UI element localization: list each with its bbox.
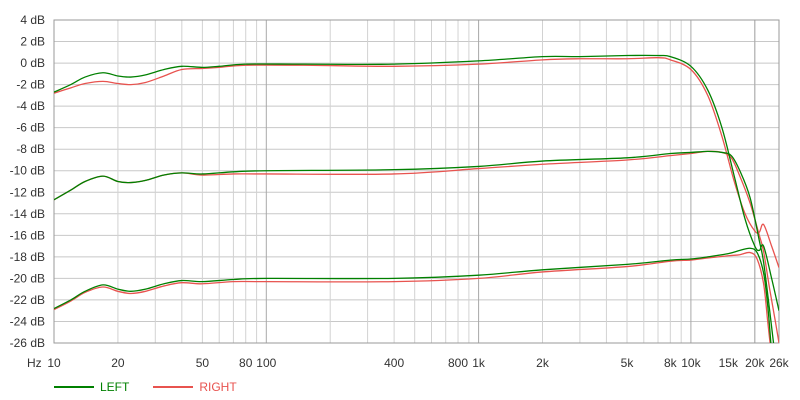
x-tick-label: 20 [111,356,125,370]
y-tick-label: -6 dB [16,121,45,135]
series-right-trace-1 [54,57,779,268]
plot-grid [53,19,780,344]
plot-frame [53,19,780,344]
y-tick-label: 4 dB [20,13,45,27]
legend-label-right: RIGHT [199,380,237,394]
y-tick-label: -18 dB [10,250,45,264]
x-tick-label: 2k [536,356,550,370]
x-axis-unit-label: Hz [27,356,42,370]
x-tick-label: 400 [384,356,404,370]
y-tick-label: -10 dB [10,164,45,178]
series-left-trace-2 [54,150,775,343]
plot-lines [54,54,779,343]
y-tick-label: -16 dB [10,228,45,242]
y-tick-label: -8 dB [16,142,45,156]
y-tick-label: -22 dB [10,293,45,307]
x-axis-tick-labels: 10 20 50 80 100 400 800 1k 2k 5k 8k 10k 15k 20k 26k [47,356,789,370]
x-tick-label: 800 [448,356,468,370]
x-tick-label: 50 [196,356,210,370]
legend-label-left: LEFT [100,380,130,394]
y-tick-label: -26 dB [10,336,45,350]
x-tick-label: 8k [664,356,678,370]
y-tick-label: 0 dB [20,56,45,70]
x-tick-label: 10k [681,356,701,370]
x-tick-label: 5k [621,356,635,370]
y-tick-label: -12 dB [10,185,45,199]
series-left-trace-1 [54,54,779,311]
x-tick-label: 80 [239,356,253,370]
y-tick-label: 2 dB [20,35,45,49]
legend: LEFT RIGHT [54,380,261,394]
legend-swatch-right [153,386,194,388]
y-tick-label: -4 dB [16,99,45,113]
legend-swatch-left [54,386,94,388]
legend-item-right: RIGHT [153,380,237,394]
y-tick-label: -2 dB [16,78,45,92]
series-left-trace-3 [54,247,772,343]
series-right-trace-3 [54,251,771,343]
y-axis-tick-labels: 4 dB 2 dB 0 dB -2 dB -4 dB -6 dB -8 dB -10 dB -1… [10,13,45,350]
y-tick-label: -14 dB [10,207,45,221]
y-tick-label: -20 dB [10,271,45,285]
x-tick-label: 10 [47,356,61,370]
y-tick-label: -24 dB [10,314,45,328]
x-tick-label: 1k [472,356,486,370]
x-tick-label: 15k [719,356,739,370]
x-tick-label: 100 [256,356,276,370]
x-tick-label: 26k [769,356,789,370]
x-tick-label: 20k [745,356,765,370]
legend-item-left: LEFT [54,380,129,394]
